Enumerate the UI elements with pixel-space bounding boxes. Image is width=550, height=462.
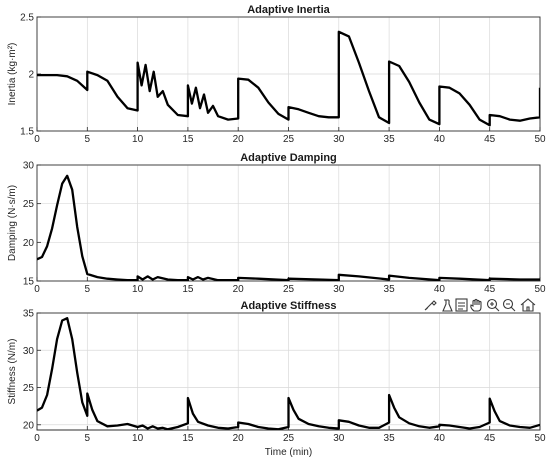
x-tick-label: 0 bbox=[34, 134, 40, 145]
series-line-1 bbox=[37, 174, 540, 281]
chart-title: Adaptive Damping bbox=[240, 152, 337, 164]
y-tick-label: 30 bbox=[23, 161, 35, 172]
restore-view-icon[interactable] bbox=[455, 298, 468, 312]
y-tick-label: 35 bbox=[23, 309, 35, 320]
x-tick-label: 5 bbox=[85, 284, 91, 295]
subplot-3: 0 5 10 15 20 25 30 35 40 45 50 20 25 30 35 Adaptive Sti… bbox=[7, 300, 546, 458]
x-tick-label: 0 bbox=[34, 433, 40, 444]
series-line-1 bbox=[37, 317, 540, 430]
y-axis-label: Damping (N·s/m) bbox=[7, 185, 18, 261]
x-tick-label: 45 bbox=[484, 134, 496, 145]
x-tick-label: 40 bbox=[434, 433, 446, 444]
chart-title: Adaptive Inertia bbox=[247, 4, 330, 16]
y-axis-label: Stiffness (N/m) bbox=[7, 339, 18, 405]
x-tick-label: 15 bbox=[182, 433, 194, 444]
x-tick-label: 50 bbox=[534, 433, 546, 444]
x-tick-label: 30 bbox=[333, 284, 345, 295]
x-tick-label: 25 bbox=[283, 134, 295, 145]
y-tick-label: 25 bbox=[23, 199, 35, 210]
x-tick-label: 30 bbox=[333, 433, 345, 444]
series-line-1 bbox=[37, 30, 540, 127]
x-tick-label: 20 bbox=[233, 284, 245, 295]
x-tick-label: 10 bbox=[132, 433, 144, 444]
x-tick-label: 20 bbox=[233, 134, 245, 145]
x-tick-label: 25 bbox=[283, 433, 295, 444]
x-tick-label: 10 bbox=[132, 134, 144, 145]
x-tick-label: 30 bbox=[333, 134, 345, 145]
subplot-1: 0 5 10 15 20 25 30 35 40 45 50 1.5 2 2.5 Adaptive Iner… bbox=[7, 4, 546, 145]
chart-title: Adaptive Stiffness bbox=[241, 300, 337, 312]
x-tick-label: 0 bbox=[34, 284, 40, 295]
x-tick-label: 35 bbox=[384, 433, 396, 444]
y-tick-label: 15 bbox=[23, 277, 35, 288]
x-tick-label: 35 bbox=[384, 134, 396, 145]
pan-hand-icon[interactable] bbox=[470, 298, 482, 312]
x-tick-label: 25 bbox=[283, 284, 295, 295]
x-tick-label: 40 bbox=[434, 134, 446, 145]
x-tick-label: 15 bbox=[182, 134, 194, 145]
y-tick-label: 25 bbox=[23, 383, 35, 394]
x-tick-label: 10 bbox=[132, 284, 144, 295]
axes-toolbar bbox=[423, 298, 536, 312]
x-tick-label: 35 bbox=[384, 284, 396, 295]
x-tick-label: 5 bbox=[85, 433, 91, 444]
y-tick-label: 30 bbox=[23, 346, 35, 357]
subplot-2: 0 5 10 15 20 25 30 35 40 45 50 15 20 25 30 Adaptive Dam… bbox=[7, 152, 546, 295]
x-tick-label: 50 bbox=[534, 134, 546, 145]
y-tick-label: 1.5 bbox=[20, 127, 34, 138]
y-tick-label: 2 bbox=[28, 70, 34, 81]
y-tick-label: 2.5 bbox=[20, 13, 34, 24]
y-tick-label: 20 bbox=[23, 238, 35, 249]
zoom-out-icon[interactable] bbox=[502, 298, 516, 312]
brush-icon[interactable] bbox=[423, 298, 437, 312]
datatip-icon[interactable] bbox=[440, 298, 454, 312]
x-tick-label: 45 bbox=[484, 433, 496, 444]
zoom-in-icon[interactable] bbox=[486, 298, 500, 312]
x-tick-label: 20 bbox=[233, 433, 245, 444]
x-tick-label: 50 bbox=[534, 284, 546, 295]
x-tick-label: 15 bbox=[182, 284, 194, 295]
y-tick-label: 20 bbox=[23, 420, 35, 431]
home-icon[interactable] bbox=[520, 298, 536, 312]
x-tick-label: 5 bbox=[85, 134, 91, 145]
x-axis-label: Time (min) bbox=[265, 447, 312, 458]
x-tick-label: 40 bbox=[434, 284, 446, 295]
y-axis-label: Inertia (kg·m²) bbox=[7, 43, 18, 106]
x-tick-label: 45 bbox=[484, 284, 496, 295]
